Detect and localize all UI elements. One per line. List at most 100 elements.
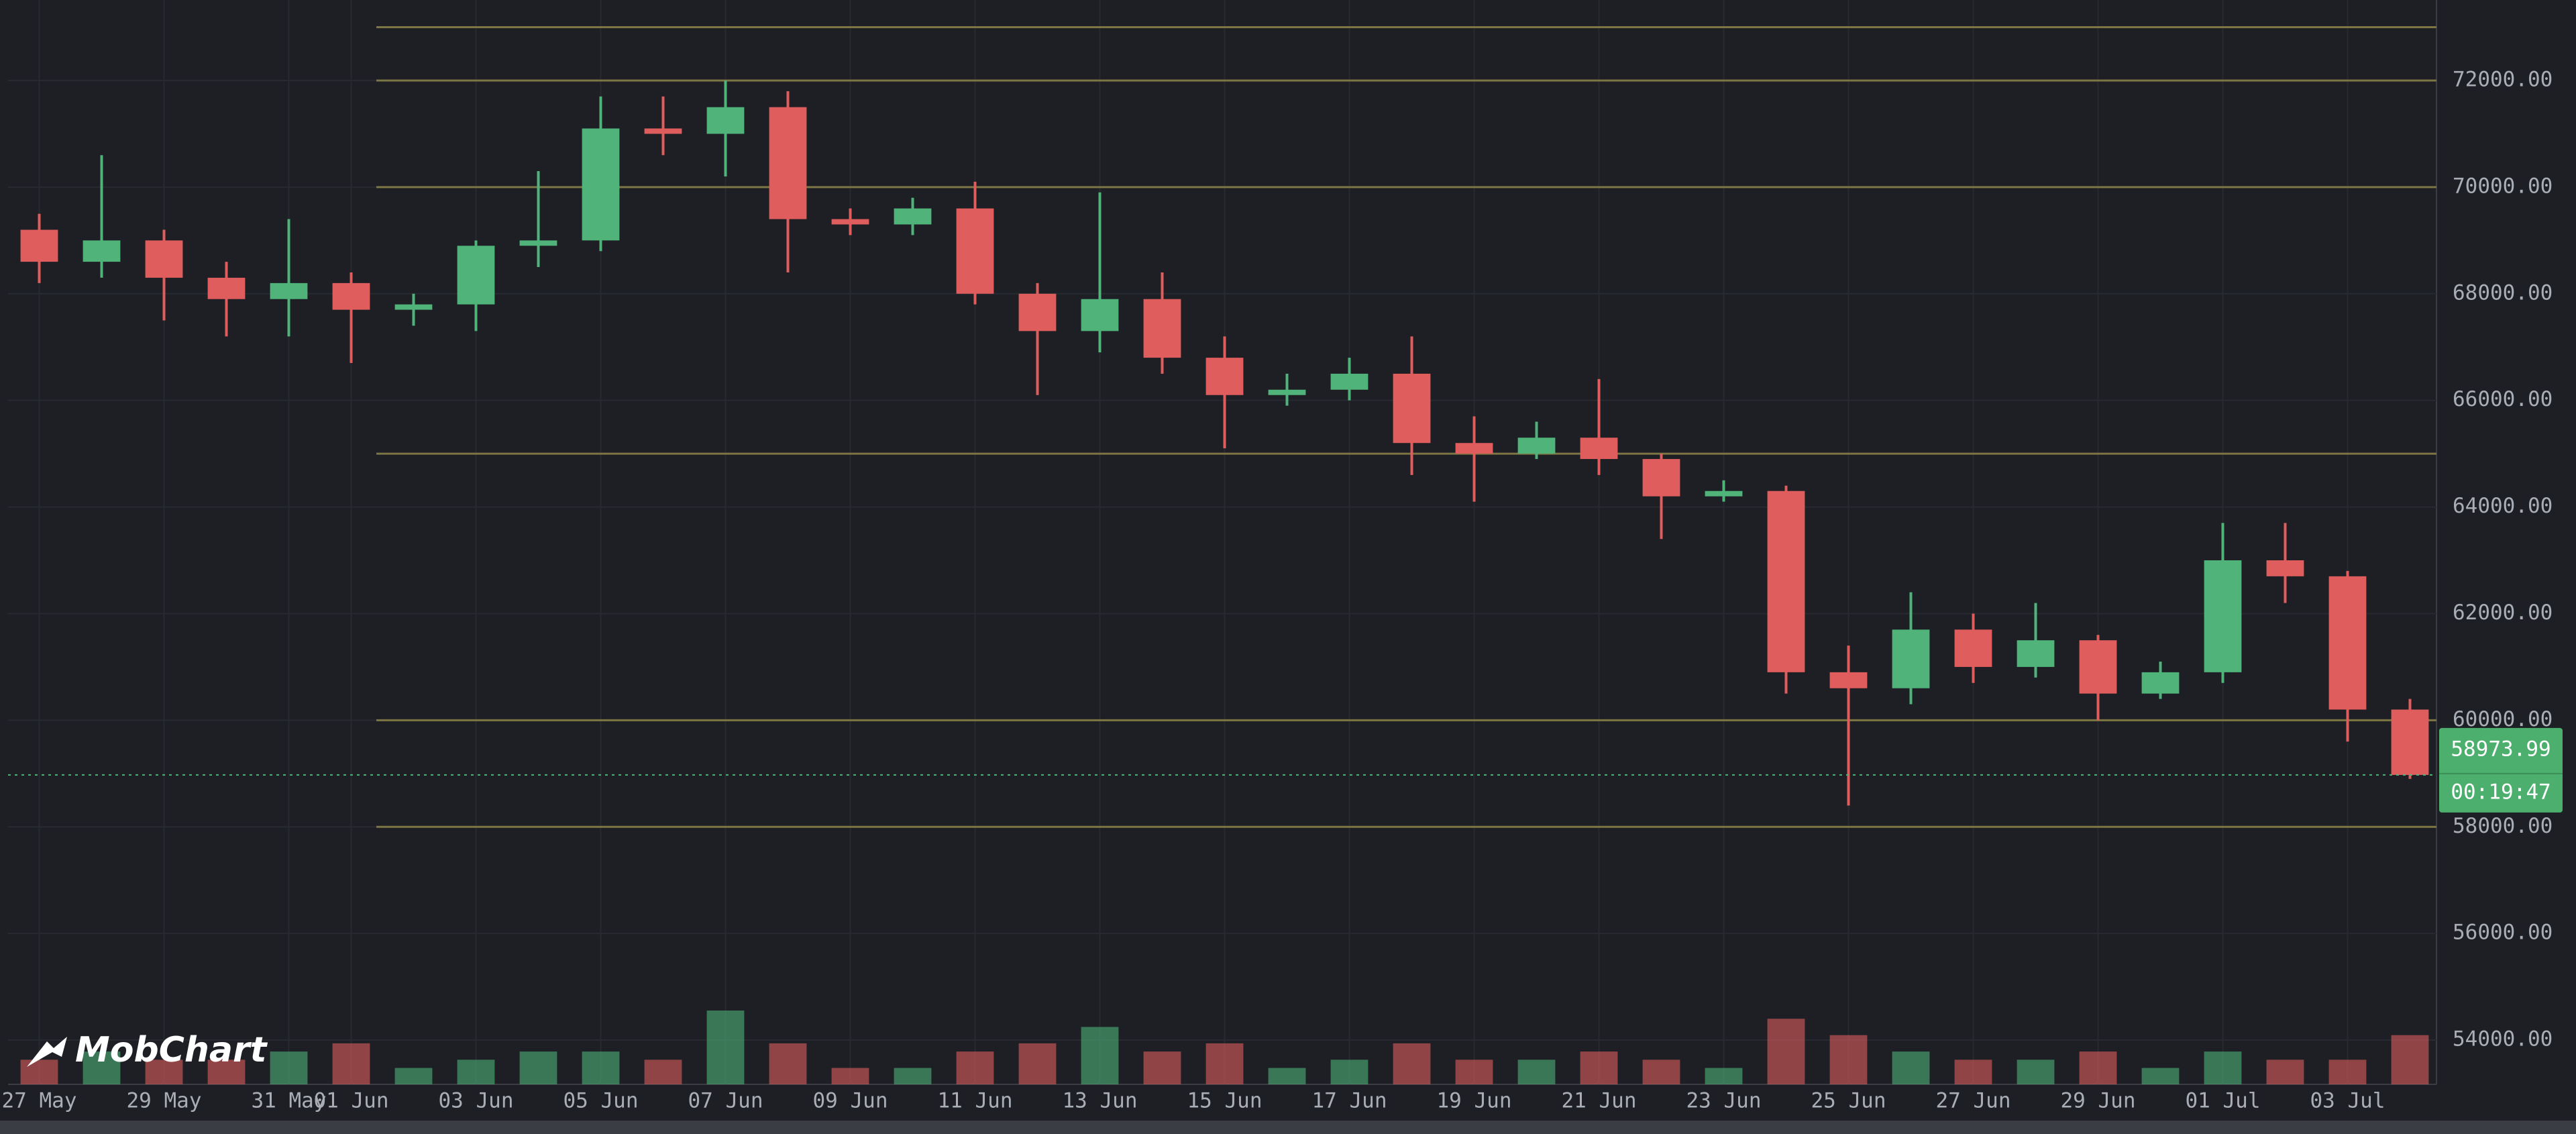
candle-body xyxy=(1767,491,1805,672)
watermark: MobChart xyxy=(75,1030,268,1070)
volume-bar xyxy=(1455,1060,1493,1084)
volume-bar xyxy=(2017,1060,2055,1084)
candle-body xyxy=(2391,709,2429,775)
candle-body xyxy=(2141,672,2180,694)
volume-bar xyxy=(1517,1060,1556,1084)
price-tag xyxy=(2439,727,2563,813)
volume-bar xyxy=(519,1051,557,1084)
x-tick-label: 31 May xyxy=(252,1089,327,1113)
volume-bar xyxy=(1268,1068,1306,1084)
volume-bar xyxy=(1642,1060,1680,1084)
volume-bar xyxy=(2328,1060,2367,1084)
volume-bar xyxy=(1393,1043,1431,1084)
volume xyxy=(20,1011,2429,1084)
volume-bar xyxy=(1330,1060,1368,1084)
candle-body xyxy=(207,277,246,299)
candle-body xyxy=(644,128,682,134)
volume-bar xyxy=(2266,1060,2304,1084)
candle-body xyxy=(519,240,557,246)
candles xyxy=(20,80,2429,806)
volume-bar xyxy=(1954,1060,1992,1084)
x-tick-label: 23 Jun xyxy=(1686,1089,1762,1113)
candle-body xyxy=(1018,293,1057,331)
volume-bar xyxy=(1143,1051,1181,1084)
x-tick-label: 01 Jun xyxy=(314,1089,389,1113)
volume-bar xyxy=(83,1051,121,1084)
candle-body xyxy=(769,107,807,219)
volume-bar xyxy=(1018,1043,1057,1084)
candle-body xyxy=(1642,459,1680,497)
candle-body xyxy=(831,219,869,225)
y-tick-label: 56000.00 xyxy=(2453,921,2553,945)
volume-bar xyxy=(20,1060,58,1084)
x-tick-label: 27 Jun xyxy=(1936,1089,2011,1113)
y-tick-label: 70000.00 xyxy=(2453,174,2553,198)
candle-body xyxy=(1455,443,1493,454)
volume-bar xyxy=(2079,1051,2117,1084)
x-tick-label: 19 Jun xyxy=(1437,1089,1512,1113)
candle-body xyxy=(706,107,745,134)
volume-bar xyxy=(582,1051,620,1084)
volume-bar xyxy=(332,1043,370,1084)
x-tick-label: 13 Jun xyxy=(1063,1089,1138,1113)
candle-body xyxy=(1081,299,1119,331)
volume-bar xyxy=(2141,1068,2180,1084)
x-tick-label: 29 Jun xyxy=(2061,1089,2136,1113)
candle-body xyxy=(1393,373,1431,444)
volume-bar xyxy=(394,1068,433,1084)
x-tick-label: 03 Jun xyxy=(439,1089,514,1113)
x-tick-label: 03 Jul xyxy=(2310,1089,2385,1113)
volume-bar xyxy=(956,1051,994,1084)
volume-bar xyxy=(207,1060,246,1084)
volume-bar xyxy=(1829,1035,1868,1084)
y-tick-label: 68000.00 xyxy=(2453,280,2553,305)
candle-body xyxy=(956,208,994,294)
volume-bar xyxy=(1081,1027,1119,1084)
volume-bar xyxy=(145,1060,183,1084)
candle-body xyxy=(1829,672,1868,688)
x-tick-label: 09 Jun xyxy=(813,1089,888,1113)
countdown: 00:19:47 xyxy=(2451,780,2551,804)
bottom-border xyxy=(0,1121,2576,1134)
x-tick-label: 29 May xyxy=(127,1089,202,1113)
candle-body xyxy=(145,240,183,278)
x-tick-label: 27 May xyxy=(2,1089,77,1113)
volume-bar xyxy=(831,1068,869,1084)
volume-bar xyxy=(1705,1068,1743,1084)
volume-bar xyxy=(1892,1051,1930,1084)
labels: 54000.00 56000.00 58000.00 60000.00 62000.00… xyxy=(2,67,2563,1113)
candle-body xyxy=(582,128,620,241)
volume-bar xyxy=(706,1011,745,1084)
candle-body xyxy=(2079,640,2117,694)
candle-body xyxy=(20,229,58,262)
volume-bar xyxy=(644,1060,682,1084)
x-tick-label: 05 Jun xyxy=(564,1089,639,1113)
candle-body xyxy=(1705,491,1743,497)
candle-body xyxy=(1205,358,1244,395)
y-tick-label: 60000.00 xyxy=(2453,707,2553,731)
y-tick-label: 58000.00 xyxy=(2453,814,2553,838)
candle-body xyxy=(1330,373,1368,390)
logo: MobChart xyxy=(27,1030,268,1070)
candle-body xyxy=(1268,389,1306,395)
y-tick-label: 66000.00 xyxy=(2453,387,2553,411)
y-tick-label: 62000.00 xyxy=(2453,601,2553,625)
volume-bar xyxy=(1580,1051,1618,1084)
volume-bar xyxy=(2204,1051,2242,1084)
candle-body xyxy=(270,282,308,299)
candle-body xyxy=(83,240,121,262)
candle-body xyxy=(2328,576,2367,710)
volume-bar xyxy=(1767,1019,1805,1084)
candle-body xyxy=(457,246,495,305)
x-tick-label: 11 Jun xyxy=(938,1089,1013,1113)
candle-body xyxy=(1580,437,1618,460)
candle-body xyxy=(2266,560,2304,576)
volume-bar xyxy=(457,1060,495,1084)
candle-body xyxy=(1892,629,1930,688)
x-tick-label: 15 Jun xyxy=(1187,1089,1263,1113)
candle-body xyxy=(2204,560,2242,672)
x-tick-label: 01 Jul xyxy=(2186,1089,2261,1113)
candle-body xyxy=(2017,640,2055,667)
